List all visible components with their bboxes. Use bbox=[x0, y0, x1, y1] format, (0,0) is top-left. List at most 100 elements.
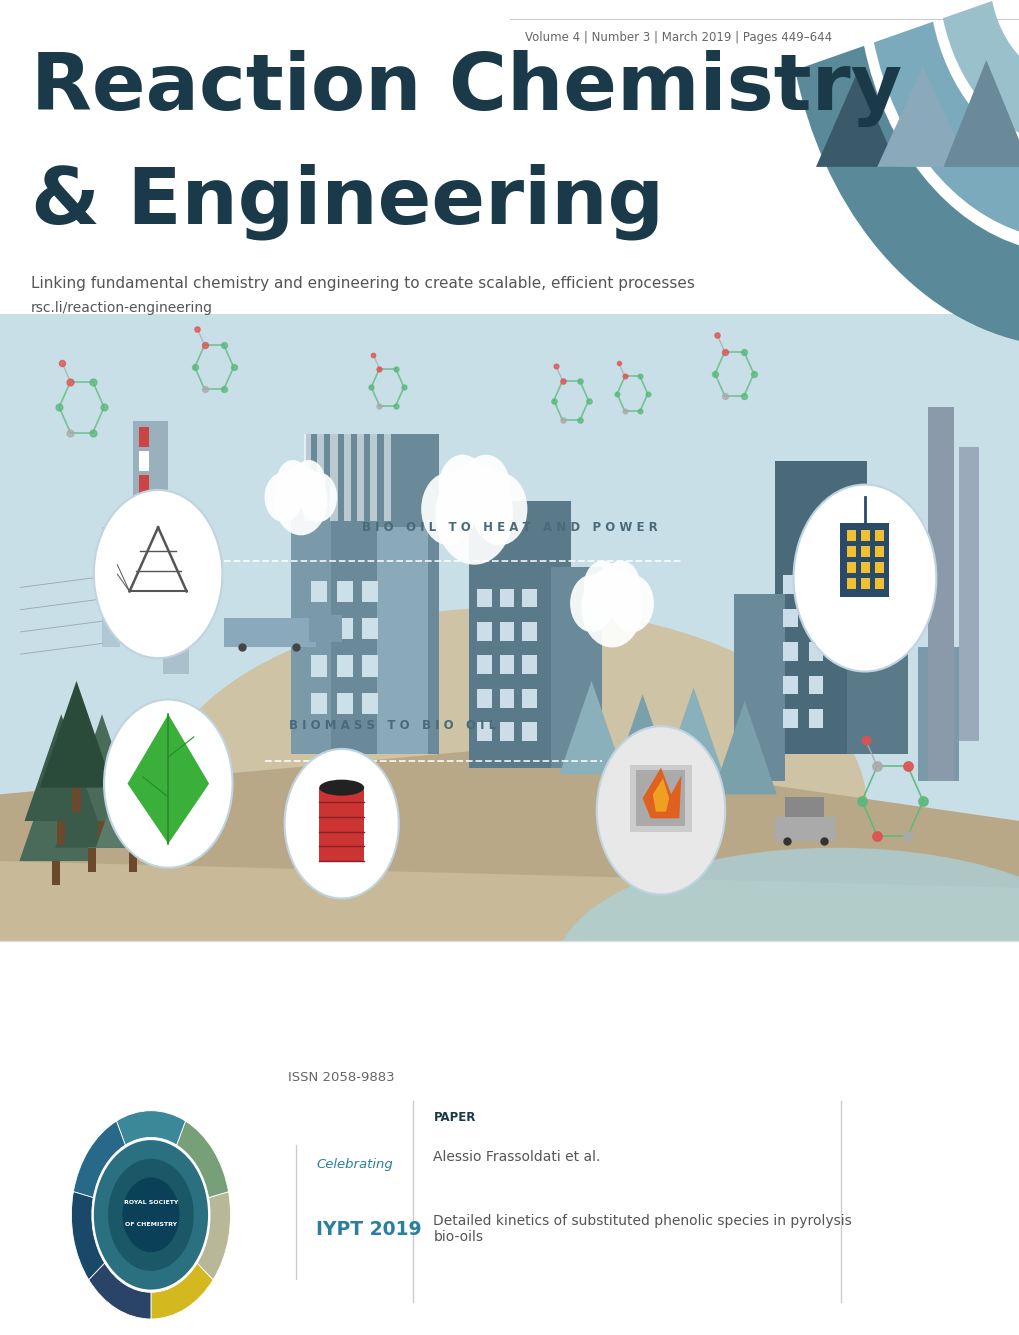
Bar bbox=[808, 709, 822, 728]
Bar bbox=[783, 609, 797, 627]
Text: Celebrating: Celebrating bbox=[316, 1157, 392, 1171]
Bar bbox=[860, 530, 869, 541]
Ellipse shape bbox=[319, 780, 364, 796]
Polygon shape bbox=[876, 67, 968, 167]
Polygon shape bbox=[0, 861, 1019, 941]
Polygon shape bbox=[96, 741, 169, 848]
Text: ROYAL SOCIETY: ROYAL SOCIETY bbox=[123, 1200, 178, 1206]
Bar bbox=[163, 514, 189, 674]
Bar bbox=[336, 618, 353, 639]
Bar bbox=[774, 817, 836, 841]
Text: OF CHEMISTRY: OF CHEMISTRY bbox=[124, 1222, 177, 1227]
Circle shape bbox=[895, 517, 927, 559]
Bar bbox=[477, 655, 491, 674]
Polygon shape bbox=[943, 60, 1019, 167]
Ellipse shape bbox=[153, 607, 866, 1008]
Circle shape bbox=[284, 749, 398, 898]
Bar bbox=[139, 523, 149, 543]
Circle shape bbox=[438, 455, 486, 518]
Bar bbox=[52, 861, 60, 885]
Circle shape bbox=[866, 517, 899, 559]
Bar bbox=[72, 788, 81, 812]
Bar bbox=[139, 475, 149, 495]
Bar bbox=[783, 709, 797, 728]
Bar bbox=[319, 788, 364, 861]
Polygon shape bbox=[558, 681, 624, 774]
Polygon shape bbox=[24, 714, 98, 821]
Text: Reaction Chemistry: Reaction Chemistry bbox=[31, 49, 901, 127]
Bar bbox=[132, 421, 168, 647]
Circle shape bbox=[276, 461, 309, 503]
Bar bbox=[860, 546, 869, 557]
Circle shape bbox=[890, 506, 917, 543]
Bar bbox=[499, 622, 514, 641]
Bar bbox=[846, 530, 855, 541]
Bar bbox=[783, 676, 797, 694]
Bar bbox=[808, 609, 822, 627]
Text: & Engineering: & Engineering bbox=[31, 164, 663, 240]
Circle shape bbox=[601, 561, 640, 610]
Wedge shape bbox=[151, 1263, 213, 1319]
Bar bbox=[522, 722, 536, 741]
Circle shape bbox=[876, 506, 904, 543]
Bar bbox=[0, 941, 1019, 1335]
Circle shape bbox=[104, 700, 232, 868]
Wedge shape bbox=[176, 1121, 228, 1197]
Bar bbox=[139, 427, 149, 447]
Circle shape bbox=[596, 726, 725, 894]
Bar bbox=[917, 647, 958, 781]
Bar bbox=[846, 527, 907, 754]
Bar bbox=[311, 618, 327, 639]
Polygon shape bbox=[0, 748, 1019, 941]
Bar bbox=[102, 527, 120, 647]
Bar bbox=[477, 689, 491, 708]
Polygon shape bbox=[127, 714, 209, 844]
Circle shape bbox=[471, 473, 527, 546]
Circle shape bbox=[609, 574, 653, 633]
Bar bbox=[874, 578, 883, 589]
Circle shape bbox=[299, 473, 337, 522]
Wedge shape bbox=[73, 1121, 125, 1197]
Bar bbox=[522, 589, 536, 607]
Bar bbox=[362, 693, 378, 714]
Bar bbox=[98, 821, 106, 845]
Bar bbox=[550, 567, 601, 768]
Bar bbox=[88, 848, 96, 872]
Polygon shape bbox=[65, 714, 139, 821]
Circle shape bbox=[94, 1140, 208, 1290]
Wedge shape bbox=[942, 1, 1019, 147]
Bar bbox=[304, 434, 311, 521]
Bar bbox=[311, 655, 327, 677]
Bar bbox=[522, 622, 536, 641]
Bar bbox=[139, 547, 149, 567]
Circle shape bbox=[421, 473, 477, 546]
Text: IYPT 2019: IYPT 2019 bbox=[316, 1220, 422, 1239]
Bar bbox=[499, 689, 514, 708]
Circle shape bbox=[793, 485, 935, 672]
Wedge shape bbox=[71, 1192, 105, 1280]
Circle shape bbox=[581, 567, 642, 647]
Bar bbox=[636, 770, 685, 826]
Bar bbox=[128, 848, 137, 872]
Wedge shape bbox=[89, 1263, 151, 1319]
Bar bbox=[0, 314, 1019, 941]
Circle shape bbox=[874, 511, 919, 570]
Wedge shape bbox=[116, 1111, 185, 1145]
Text: rsc.li/reaction-engineering: rsc.li/reaction-engineering bbox=[31, 302, 212, 315]
Text: B I O   O I L   T O   H E A T   A N D   P O W E R: B I O O I L T O H E A T A N D P O W E R bbox=[362, 521, 657, 534]
Bar bbox=[522, 689, 536, 708]
Bar bbox=[306, 434, 438, 754]
Bar bbox=[362, 618, 378, 639]
Circle shape bbox=[94, 490, 222, 658]
Text: Linking fundamental chemistry and engineering to create scalable, efficient proc: Linking fundamental chemistry and engine… bbox=[31, 276, 694, 291]
Bar bbox=[357, 434, 364, 521]
Bar bbox=[377, 527, 428, 754]
Bar bbox=[336, 655, 353, 677]
Bar bbox=[808, 575, 822, 594]
Bar bbox=[336, 581, 353, 602]
Bar bbox=[477, 722, 491, 741]
Text: Alessio Frassoldati et al.: Alessio Frassoldati et al. bbox=[433, 1151, 600, 1164]
Circle shape bbox=[274, 466, 327, 535]
Bar bbox=[734, 594, 785, 781]
Circle shape bbox=[264, 473, 303, 522]
